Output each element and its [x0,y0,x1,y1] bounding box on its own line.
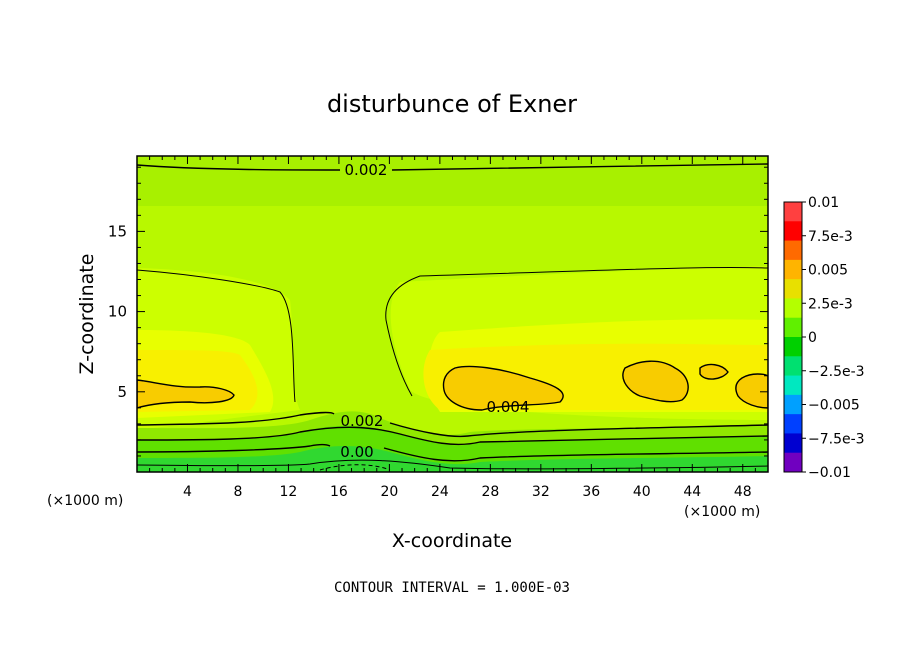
x-tick-label: 44 [683,484,701,500]
x-tick-label: 32 [532,484,550,500]
x-unit-left: (×1000 m) [47,493,123,509]
colorbar-swatch [784,259,802,280]
field-top-band [137,156,768,206]
colorbar-swatch [784,279,802,299]
colorbar-swatch [784,240,802,261]
contour-line [137,411,768,438]
contour-line [137,163,768,171]
x-tick-label: 4 [183,484,192,500]
y-tick-label: 15 [108,222,127,240]
x-tick-label: 28 [481,484,499,500]
colorbar-label: −2.5e-3 [808,364,865,380]
x-tick-label: 12 [280,484,298,500]
colorbar-swatch [784,298,802,319]
contour-interval-footer: CONTOUR INTERVAL = 1.000E-03 [334,580,570,596]
colorbar-label: 7.5e-3 [808,229,853,245]
y-tick-label: 5 [117,383,127,401]
contour-line-dashed [319,464,391,471]
x-tick-label: 8 [233,484,242,500]
colorbar-label: −0.005 [808,398,860,414]
peak-region-right-1 [622,360,689,403]
colorbar-label: −0.01 [808,465,851,481]
peak-region-left [137,379,235,409]
colorbar-label: 0.01 [808,195,839,211]
contour-line [137,426,768,446]
field-low-band-3 [137,446,768,472]
y-axis-label: Z-coordinate [76,254,98,375]
contour-line [385,266,768,397]
peak-region-center [442,365,564,411]
colorbar-swatch [784,202,802,222]
x-unit-right: (×1000 m) [684,504,760,520]
contour-label: 0.00 [340,443,373,461]
x-tick-label: 48 [734,484,752,500]
x-tick-label: 40 [633,484,651,500]
colorbar-label: −7.5e-3 [808,431,865,447]
colorbar-swatch [784,375,802,396]
x-tick-label: 16 [330,484,348,500]
contour-label: 0.002 [345,161,388,179]
colorbar-swatch [784,317,802,338]
x-tick-label: 36 [582,484,600,500]
contour-line [137,459,768,470]
x-tick-label: 20 [380,484,398,500]
colorbar: 0.01 7.5e-3 0.005 2.5e-3 0 −2.5e-3 −0.005 −7.5e… [783,195,865,481]
y-tick-label: 10 [108,303,127,321]
contour-label: 0.002 [341,412,384,430]
plot-area: 0.002 0.002 0.00 0.004 [137,156,768,472]
contour-line [137,269,296,403]
x-tick-label: 24 [431,484,449,500]
chart-title: disturbunce of Exner [327,90,577,118]
x-axis: 4 8 12 16 20 24 28 32 36 40 44 48 [149,156,756,500]
colorbar-swatch [784,452,802,473]
colorbar-swatch [784,337,802,357]
peak-region-right-2 [699,363,729,380]
colorbar-swatch [784,221,802,242]
colorbar-swatch [784,394,802,415]
colorbar-swatch [784,433,802,454]
contour-line [137,443,768,462]
peak-region-right-3 [735,373,768,409]
contour-label: 0.004 [487,398,530,416]
colorbar-label: 0 [808,330,817,346]
colorbar-swatch [784,414,802,434]
x-axis-label: X-coordinate [392,530,512,552]
colorbar-label: 2.5e-3 [808,296,853,312]
colorbar-swatch [784,356,802,377]
colorbar-label: 0.005 [808,263,848,279]
y-axis: 5 10 15 [108,166,768,457]
